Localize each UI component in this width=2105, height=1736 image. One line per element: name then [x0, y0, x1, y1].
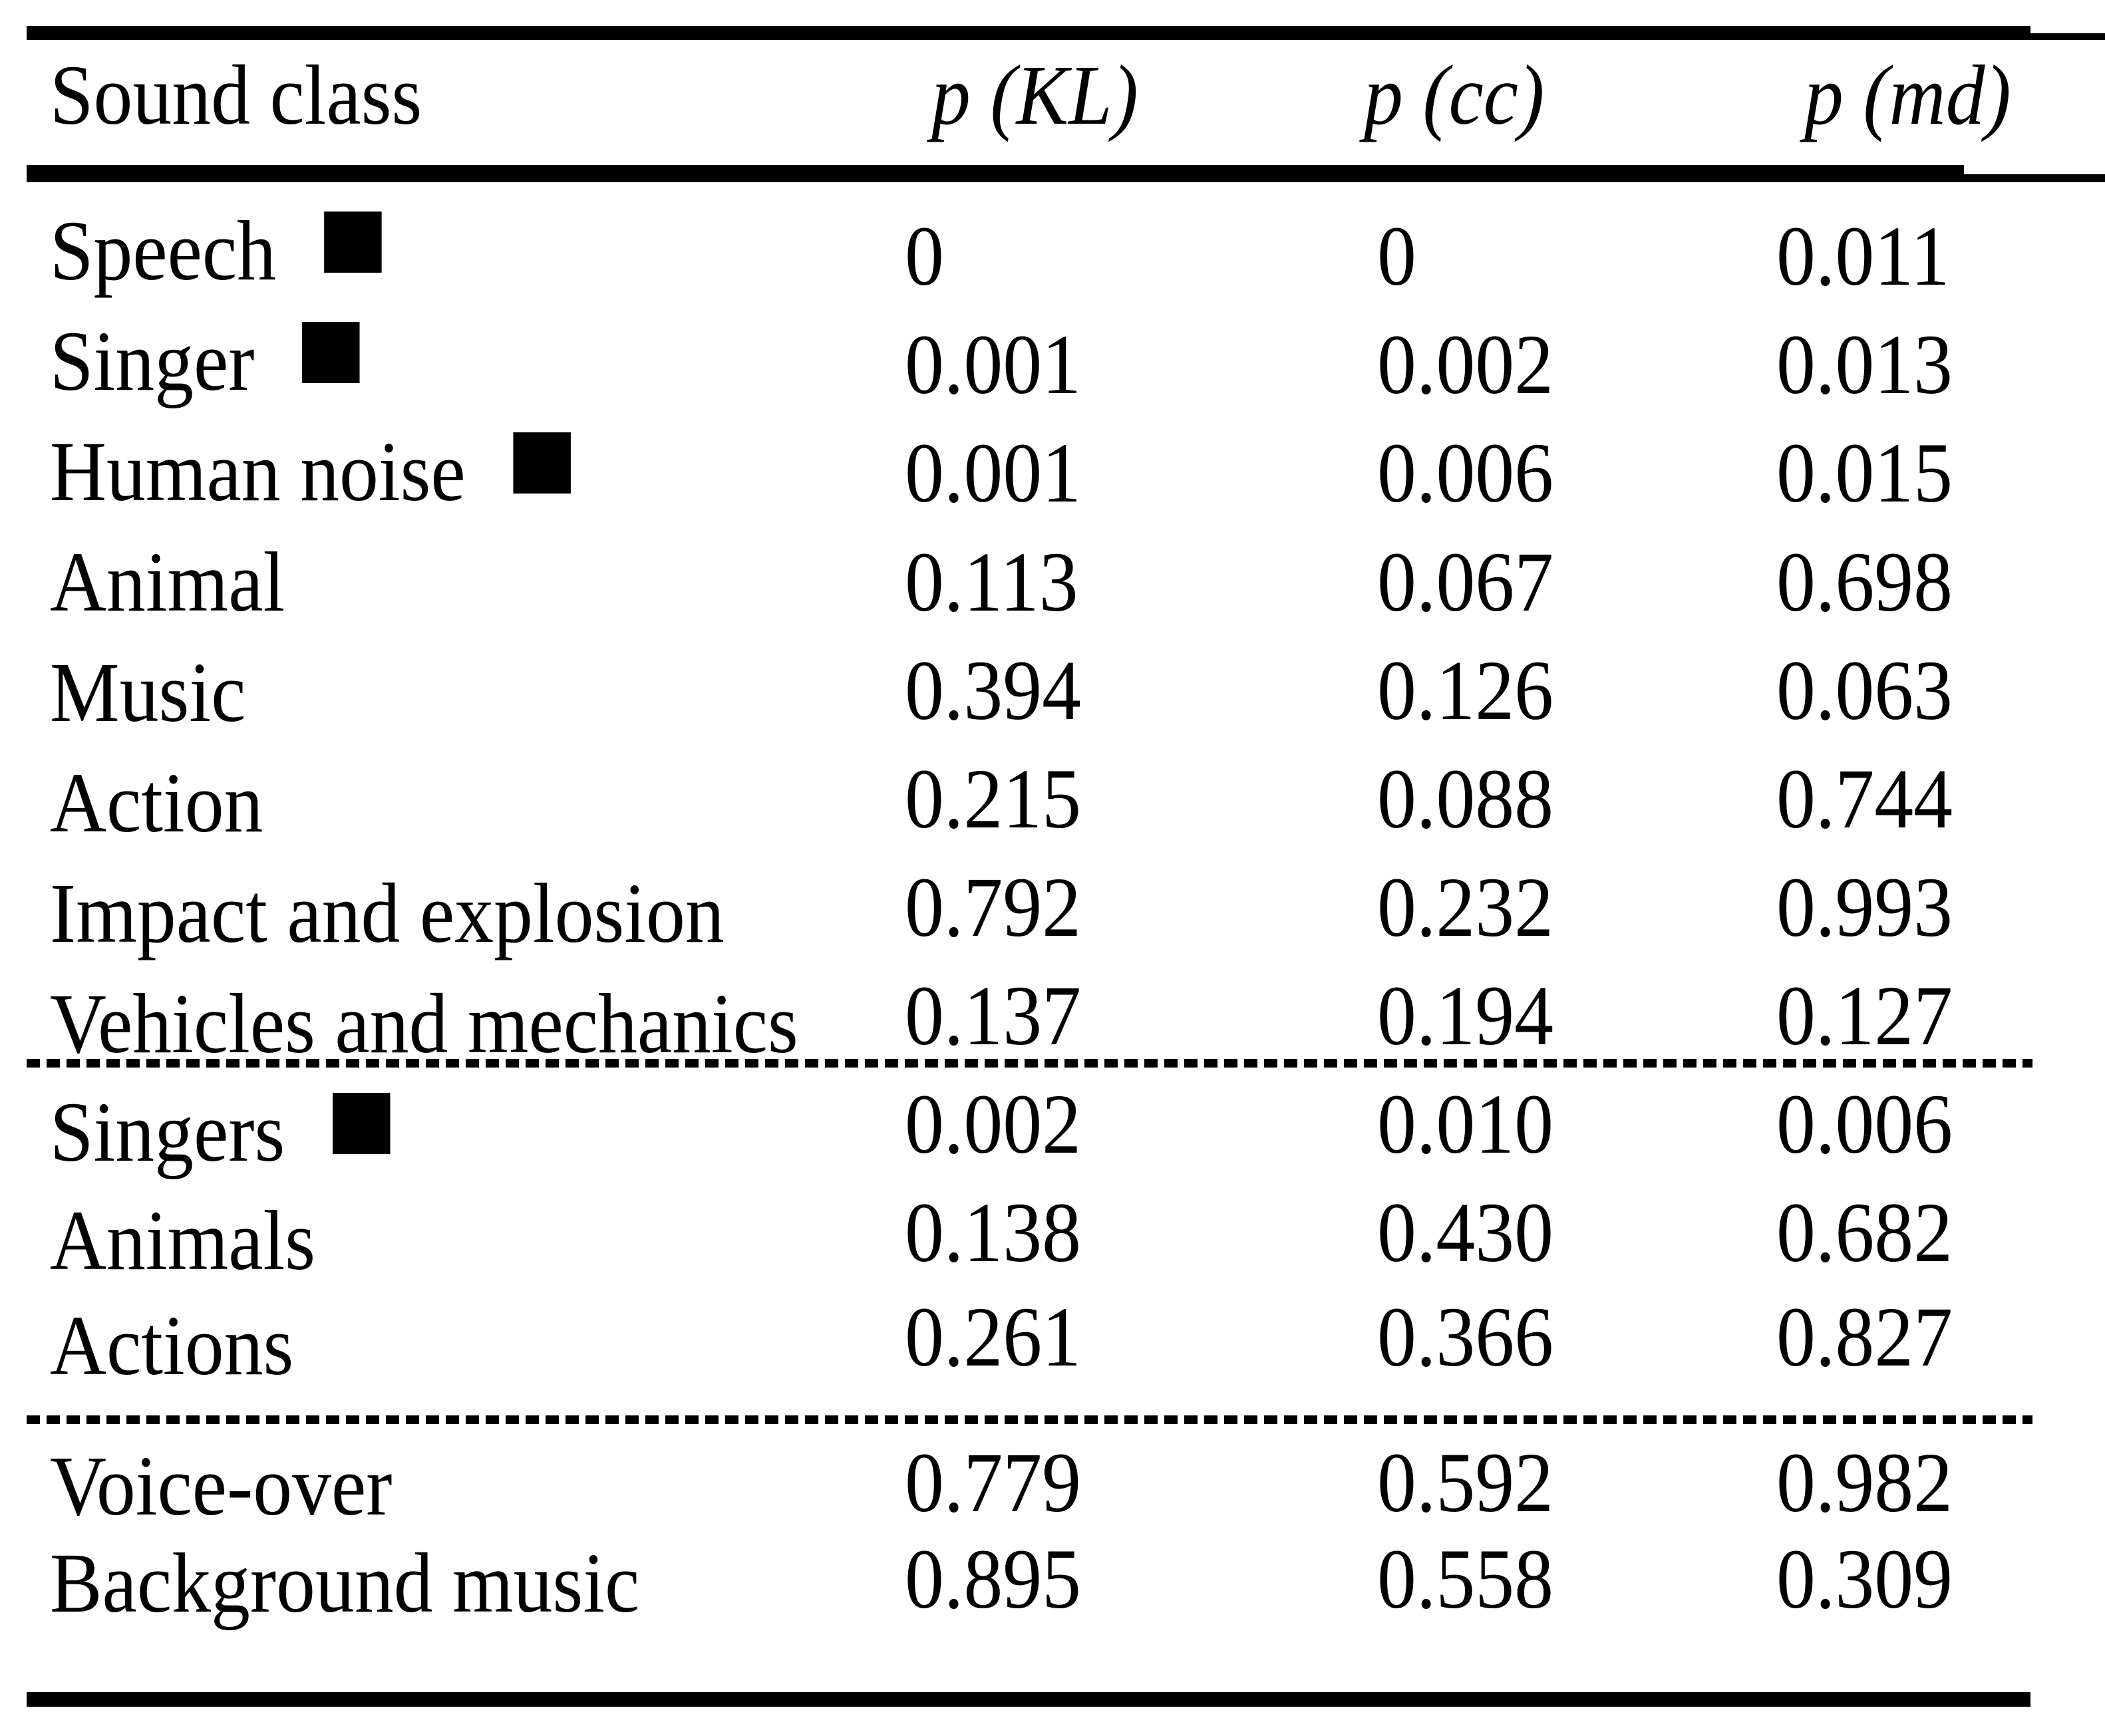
section-divider-2: [27, 1415, 2032, 1424]
cell-value: 0: [1377, 209, 1416, 303]
row-label: Background music: [50, 1540, 639, 1626]
header-rule-tail: [1964, 174, 2105, 182]
cell-value: 0.558: [1377, 1532, 1553, 1626]
row-label: Animals: [50, 1198, 315, 1283]
row-label-text: Voice-over: [50, 1439, 393, 1533]
cell-value: 0.011: [1776, 209, 1950, 303]
cell-value: 0.010: [1377, 1077, 1553, 1171]
cell-value: 0.063: [1776, 643, 1953, 738]
black-square-icon: [333, 1093, 391, 1154]
table-top-rule-tail: [2030, 33, 2105, 40]
row-label-text: Speech: [50, 204, 277, 298]
cell-value: 0.261: [905, 1290, 1081, 1384]
cell-value: 0.137: [905, 968, 1081, 1063]
row-label-text: Music: [50, 645, 246, 740]
row-label-text: Action: [50, 756, 263, 850]
column-header-p-kl: p (KL): [931, 48, 1138, 142]
cell-value: 0.792: [905, 860, 1081, 954]
row-label-text: Actions: [50, 1298, 294, 1393]
cell-value: 0.067: [1377, 535, 1553, 629]
cell-value: 0.430: [1377, 1185, 1553, 1280]
row-label: Vehicles and mechanics: [50, 981, 798, 1066]
cell-value: 0.394: [905, 643, 1081, 738]
cell-value: 0.126: [1377, 643, 1553, 738]
cell-value: 0.015: [1776, 426, 1953, 520]
header-rule: [27, 165, 1964, 182]
cell-value: 0.592: [1377, 1435, 1553, 1530]
row-label: Human noise: [50, 429, 571, 514]
row-label-text: Impact and explosion: [50, 866, 725, 960]
cell-value: 0.895: [905, 1532, 1081, 1626]
row-label: Voice-over: [50, 1443, 392, 1528]
cell-value: 0.366: [1377, 1290, 1553, 1384]
row-label-text: Background music: [50, 1536, 640, 1630]
row-label-text: Singer: [50, 314, 255, 408]
section-divider-1: [27, 1059, 2032, 1068]
row-label: Animal: [50, 539, 285, 625]
cell-value: 0.744: [1776, 752, 1953, 846]
row-label: Music: [50, 650, 245, 735]
cell-value: 0.194: [1377, 968, 1553, 1063]
row-label: Impact and explosion: [50, 871, 725, 956]
table-top-rule: [27, 26, 2030, 40]
cell-value: 0.006: [1377, 426, 1553, 520]
cell-value: 0.088: [1377, 752, 1553, 846]
cell-value: 0.138: [905, 1185, 1081, 1280]
row-label-text: Singers: [50, 1085, 285, 1179]
cell-value: 0.682: [1776, 1185, 1953, 1280]
cell-value: 0.001: [905, 426, 1081, 520]
row-label-text: Human noise: [50, 424, 466, 519]
row-label: Speech: [50, 208, 382, 293]
cell-value: 0.698: [1776, 535, 1953, 629]
row-label-text: Animal: [50, 535, 285, 629]
cell-value: 0.127: [1776, 968, 1953, 1063]
cell-value: 0.215: [905, 752, 1081, 846]
cell-value: 0.001: [905, 317, 1081, 412]
black-square-icon: [302, 322, 360, 383]
row-label-text: Animals: [50, 1193, 316, 1288]
row-label: Singers: [50, 1089, 391, 1175]
table-bottom-rule: [27, 1692, 2030, 1707]
cell-value: 0.232: [1377, 860, 1553, 954]
row-label: Action: [50, 760, 263, 845]
cell-value: 0.779: [905, 1435, 1081, 1530]
cell-value: 0.006: [1776, 1077, 1953, 1171]
cell-value: 0.309: [1776, 1532, 1953, 1626]
row-label: Actions: [50, 1303, 293, 1388]
cell-value: 0.013: [1776, 317, 1953, 412]
black-square-icon: [513, 432, 571, 494]
cell-value: 0.113: [905, 535, 1078, 629]
column-header-p-cc: p (cc): [1364, 48, 1545, 142]
cell-value: 0.982: [1776, 1435, 1953, 1530]
cell-value: 0.827: [1776, 1290, 1953, 1384]
column-header-p-md: p (md): [1804, 48, 2011, 142]
cell-value: 0: [905, 209, 944, 303]
cell-value: 0.002: [905, 1077, 1081, 1171]
row-label-text: Vehicles and mechanics: [50, 976, 798, 1071]
cell-value: 0.993: [1776, 860, 1953, 954]
cell-value: 0.002: [1377, 317, 1553, 412]
column-header-sound-class: Sound class: [50, 48, 422, 142]
row-label: Singer: [50, 319, 360, 404]
black-square-icon: [323, 212, 382, 273]
